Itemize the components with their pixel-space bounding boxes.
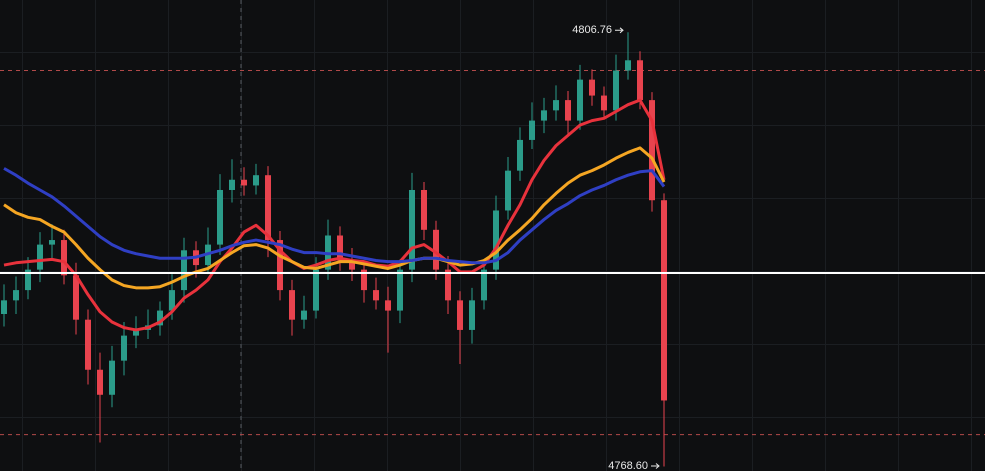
candle-body: [97, 369, 103, 395]
candle-body: [1, 300, 7, 314]
candle-body: [169, 290, 175, 311]
moving-average: [3, 146, 666, 290]
candle-body: [493, 210, 499, 270]
candle-body: [529, 120, 535, 140]
candle-body: [253, 175, 259, 186]
candle-body: [25, 269, 31, 291]
candle-body: [589, 79, 595, 96]
candle-body: [301, 310, 307, 320]
candle-body: [637, 60, 643, 101]
price-annotation: 4806.76: [572, 24, 612, 36]
candle-body: [61, 240, 67, 276]
candle-body: [85, 319, 91, 370]
candle-body: [277, 240, 283, 291]
candle-body: [121, 335, 127, 361]
candle-body: [457, 300, 463, 330]
candle-body: [577, 79, 583, 121]
candle-body: [517, 139, 523, 171]
candle-body: [565, 100, 571, 121]
candle-body: [397, 269, 403, 311]
candle-body: [649, 100, 655, 201]
candle-body: [133, 329, 139, 336]
candle-body: [553, 100, 559, 111]
price-annotation: 4768.60: [608, 460, 648, 471]
candle-body: [217, 189, 223, 245]
candle-body: [661, 200, 667, 401]
candle-body: [433, 229, 439, 270]
candle-body: [13, 290, 19, 301]
candle-body: [37, 244, 43, 270]
candle-body: [157, 310, 163, 326]
candle-body: [481, 269, 487, 301]
candle-body: [385, 300, 391, 311]
candle-body: [349, 260, 355, 270]
annotation-arrow: [651, 463, 660, 469]
candle-body: [241, 179, 247, 186]
candle-body: [49, 240, 55, 245]
candle-body: [229, 179, 235, 190]
candle-body: [625, 60, 631, 71]
candle-body: [541, 110, 547, 121]
candle-body: [421, 189, 427, 230]
candle-body: [109, 360, 115, 395]
candle-body: [361, 269, 367, 291]
candle-body: [373, 290, 379, 301]
annotation-arrow: [615, 27, 624, 34]
moving-average: [3, 167, 666, 265]
candle-body: [181, 250, 187, 291]
candle-body: [469, 300, 475, 330]
candle-body: [505, 170, 511, 211]
candle-body: [313, 269, 319, 311]
candle-body: [409, 189, 415, 270]
candle-body: [289, 290, 295, 320]
moving-average: [3, 98, 666, 332]
candle-body: [601, 95, 607, 111]
candle-body: [613, 70, 619, 111]
candle-body: [73, 275, 79, 320]
candle-body: [445, 269, 451, 301]
candle-body: [265, 175, 271, 241]
candle-body: [337, 235, 343, 261]
